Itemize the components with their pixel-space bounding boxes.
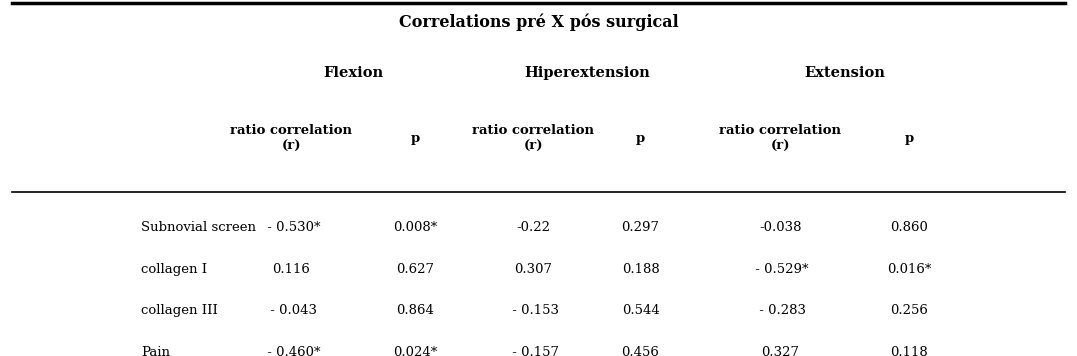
- Text: 0.860: 0.860: [891, 221, 928, 234]
- Text: Correlations pré X pós surgical: Correlations pré X pós surgical: [398, 14, 679, 31]
- Text: 0.024*: 0.024*: [393, 346, 437, 356]
- Text: Pain: Pain: [141, 346, 170, 356]
- Text: Extension: Extension: [805, 66, 885, 80]
- Text: - 0.529*: - 0.529*: [752, 262, 809, 276]
- Text: - 0.283: - 0.283: [755, 304, 806, 317]
- Text: 0.008*: 0.008*: [393, 221, 437, 234]
- Text: - 0.530*: - 0.530*: [263, 221, 320, 234]
- Text: collagen I: collagen I: [141, 262, 207, 276]
- Text: 0.256: 0.256: [891, 304, 928, 317]
- Text: - 0.153: - 0.153: [507, 304, 559, 317]
- Text: Flexion: Flexion: [323, 66, 383, 80]
- Text: 0.327: 0.327: [761, 346, 799, 356]
- Text: Hiperextension: Hiperextension: [524, 66, 649, 80]
- Text: 0.116: 0.116: [272, 262, 310, 276]
- Text: 0.188: 0.188: [621, 262, 659, 276]
- Text: - 0.460*: - 0.460*: [263, 346, 320, 356]
- Text: p: p: [635, 132, 645, 145]
- Text: p: p: [410, 132, 420, 145]
- Text: - 0.043: - 0.043: [266, 304, 317, 317]
- Text: 0.544: 0.544: [621, 304, 659, 317]
- Text: ratio correlation
(r): ratio correlation (r): [719, 124, 841, 153]
- Text: collagen III: collagen III: [141, 304, 218, 317]
- Text: ratio correlation
(r): ratio correlation (r): [472, 124, 595, 153]
- Text: 0.456: 0.456: [621, 346, 659, 356]
- Text: -0.22: -0.22: [516, 221, 550, 234]
- Text: p: p: [905, 132, 913, 145]
- Text: -0.038: -0.038: [759, 221, 801, 234]
- Text: 0.118: 0.118: [891, 346, 928, 356]
- Text: - 0.157: - 0.157: [507, 346, 559, 356]
- Text: ratio correlation
(r): ratio correlation (r): [230, 124, 352, 153]
- Text: 0.307: 0.307: [514, 262, 553, 276]
- Text: Subnovial screen: Subnovial screen: [141, 221, 256, 234]
- Text: 0.016*: 0.016*: [887, 262, 932, 276]
- Text: 0.297: 0.297: [621, 221, 659, 234]
- Text: 0.864: 0.864: [396, 304, 434, 317]
- Text: 0.627: 0.627: [396, 262, 434, 276]
